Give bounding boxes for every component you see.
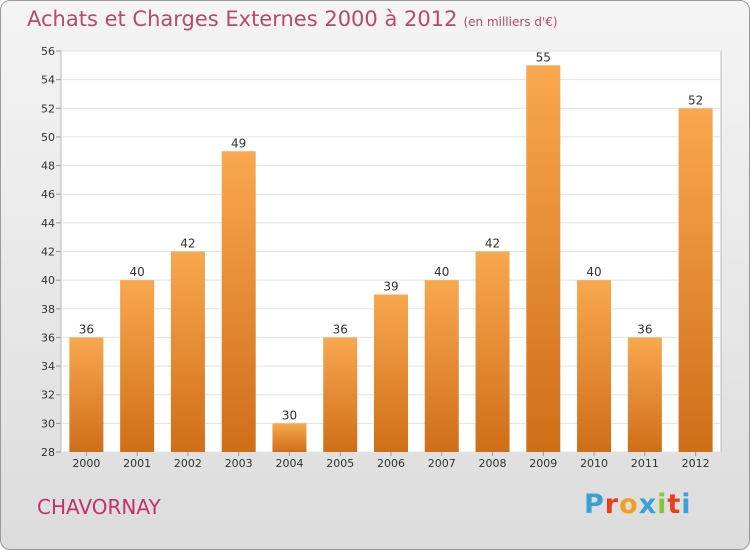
bar-2005 [323,337,358,452]
x-tick-label-2010: 2010 [580,457,608,470]
logo-letter: r [604,489,620,520]
value-label-2011: 36 [637,322,652,336]
chart-subtitle: (en milliers d'€) [463,15,558,29]
value-label-2009: 55 [536,50,551,64]
bar-2010 [577,280,612,452]
x-tick-label-2006: 2006 [377,457,405,470]
logo-letter: i [657,489,668,520]
proxiti-logo: Proxiti [584,489,692,520]
x-tick-label-2001: 2001 [123,457,151,470]
x-tick-label-2007: 2007 [428,457,456,470]
logo-letter: t [667,489,682,520]
value-label-2012: 52 [688,93,703,107]
y-tick-label: 50 [41,131,55,144]
value-label-2008: 42 [485,237,500,251]
y-tick-label: 54 [41,74,55,87]
x-tick-label-2009: 2009 [529,457,557,470]
logo-letter: o [619,489,639,520]
y-tick-label: 38 [41,303,55,316]
x-tick-label-2005: 2005 [326,457,354,470]
value-label-2001: 40 [130,265,145,279]
bar-2008 [475,251,510,452]
x-axis-ticks: 2000 2001 2002 2003 2004 2005 2006 2007 2008 2009… [72,452,710,470]
y-tick-label: 42 [41,246,55,259]
value-label-2003: 49 [231,136,246,150]
bar-2001 [120,280,155,452]
chart-title-text: Achats et Charges Externes 2000 à 2012 [27,7,458,31]
logo-letter: i [681,489,692,520]
y-tick-label: 30 [41,417,55,430]
bar-2000 [69,337,104,452]
y-tick-label: 32 [41,389,55,402]
city-name: CHAVORNAY [37,495,161,519]
y-tick-label: 40 [41,274,55,287]
value-label-2004: 30 [282,408,297,422]
y-tick-label: 28 [41,446,55,459]
logo-letter: P [584,489,605,520]
x-tick-label-2012: 2012 [682,457,710,470]
bar-2004 [272,423,307,452]
y-tick-label: 48 [41,160,55,173]
bar-2011 [627,337,662,452]
value-labels: 36 40 42 49 30 36 39 40 42 55 40 36 52 [79,50,704,422]
y-tick-label: 34 [41,360,55,373]
value-label-2010: 40 [586,265,601,279]
y-tick-label: 46 [41,188,55,201]
bar-2007 [424,280,459,452]
y-axis-ticks: 28 30 32 34 36 38 40 42 44 46 48 50 52 54 56 [41,45,61,459]
bar-2009 [526,65,561,453]
bar-2012 [678,108,713,453]
x-tick-label-2004: 2004 [275,457,303,470]
x-tick-label-2002: 2002 [174,457,202,470]
bars [69,65,713,453]
value-label-2006: 39 [383,279,398,293]
x-tick-label-2011: 2011 [631,457,659,470]
x-tick-label-2003: 2003 [225,457,253,470]
y-tick-label: 56 [41,45,55,58]
y-tick-label: 44 [41,217,55,230]
x-tick-label-2000: 2000 [72,457,100,470]
value-label-2005: 36 [333,322,348,336]
value-label-2007: 40 [434,265,449,279]
logo-letter: x [638,489,658,520]
bar-2003 [221,151,256,452]
value-label-2002: 42 [180,237,195,251]
y-tick-label: 52 [41,102,55,115]
chart-title: Achats et Charges Externes 2000 à 2012 (e… [27,7,558,31]
y-tick-label: 36 [41,331,55,344]
x-tick-label-2008: 2008 [479,457,507,470]
bar-2002 [170,251,205,452]
value-label-2000: 36 [79,322,94,336]
bar-2006 [374,294,408,452]
